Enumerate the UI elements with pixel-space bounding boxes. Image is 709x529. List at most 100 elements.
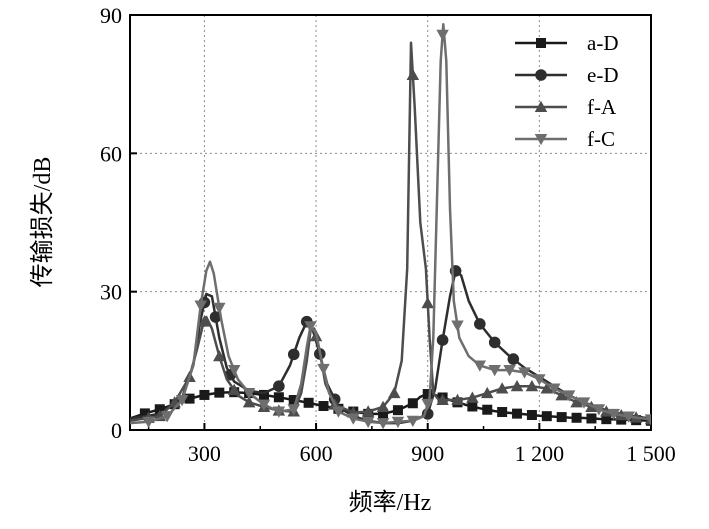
data-point-a-d (392, 405, 403, 416)
data-point-f-c (592, 404, 606, 416)
x-tick-label: 1 200 (515, 441, 565, 466)
data-point-f-a (213, 349, 226, 362)
data-point-a-d (586, 413, 597, 424)
data-point-f-a (387, 386, 401, 399)
data-point-a-d (422, 389, 433, 400)
data-point-a-d (512, 408, 523, 419)
data-point-f-c (577, 397, 591, 409)
data-point-a-d (601, 414, 612, 425)
data-point-f-a (555, 389, 568, 401)
data-point-f-a (242, 396, 256, 408)
data-point-a-d (184, 393, 195, 404)
data-point-f-c (488, 365, 501, 377)
data-point-a-d (407, 398, 418, 409)
legend-label-f-c: f-C (587, 127, 615, 151)
data-point-a-d (378, 408, 389, 419)
data-point-f-a (451, 393, 464, 406)
data-point-e-d (209, 311, 222, 323)
data-point-f-a (376, 400, 390, 412)
data-point-f-c (644, 414, 651, 426)
y-tick-label: 0 (111, 418, 122, 443)
data-point-f-a (495, 382, 509, 394)
data-point-f-c (436, 29, 449, 42)
legend-marker-a-d (536, 38, 546, 48)
data-point-a-d (214, 387, 225, 398)
legend-label-a-d: a-D (587, 31, 618, 55)
data-point-e-d (474, 318, 486, 330)
x-tick-label: 600 (300, 441, 333, 466)
data-point-f-c (533, 374, 546, 386)
data-point-f-c (376, 418, 390, 430)
data-point-f-a (227, 383, 241, 396)
data-point-a-d (139, 408, 150, 419)
series-f-a (130, 41, 651, 425)
data-point-f-c (473, 360, 487, 372)
data-point-a-d (258, 389, 269, 400)
data-point-f-a (421, 296, 434, 309)
data-point-f-c (622, 411, 635, 423)
legend-label-e-d: e-D (587, 63, 618, 87)
data-point-e-d (273, 380, 285, 392)
x-tick-label: 300 (188, 441, 221, 466)
data-point-a-d (199, 389, 210, 400)
data-point-f-c (317, 363, 330, 376)
x-axis-title: 频率/Hz (349, 489, 432, 516)
plot-frame (129, 14, 652, 431)
data-point-f-c (421, 398, 434, 411)
data-point-f-c (607, 408, 621, 421)
data-point-a-d (541, 411, 552, 422)
legend-marker-f-c (534, 134, 548, 146)
data-point-e-d (436, 334, 449, 346)
data-point-a-d (303, 397, 314, 408)
data-point-f-c (242, 388, 256, 400)
data-point-a-d (154, 404, 165, 415)
data-point-f-c (175, 395, 189, 407)
data-point-f-a (466, 391, 479, 403)
data-point-a-d (482, 404, 493, 415)
series-line-f-c (130, 22, 651, 425)
data-point-f-c (194, 300, 207, 312)
data-point-f-c (547, 383, 561, 395)
data-point-a-d (571, 412, 582, 423)
data-point-a-d (467, 401, 478, 412)
legend: a-D e-D f-A f-C (515, 31, 618, 151)
data-point-a-d (288, 395, 299, 406)
series-f-c (130, 22, 651, 430)
data-point-f-a (525, 379, 539, 392)
data-point-a-d (318, 401, 329, 412)
data-point-e-d (287, 348, 300, 361)
legend-label-f-a: f-A (587, 95, 617, 119)
data-point-f-a (406, 68, 420, 80)
data-point-f-c (160, 411, 174, 423)
data-point-f-a (481, 386, 494, 399)
data-point-f-c (332, 406, 345, 418)
legend-marker-e-d (535, 69, 547, 81)
data-point-a-d (497, 407, 508, 418)
legend-marker-f-a (534, 100, 548, 112)
data-point-f-a (510, 379, 524, 392)
data-point-f-c (391, 416, 405, 428)
data-point-f-c (503, 365, 516, 377)
data-point-f-c (347, 413, 360, 425)
series-line-f-a (130, 41, 651, 423)
data-point-f-c (272, 406, 286, 418)
y-tick-label: 60 (100, 141, 122, 166)
data-point-f-a (570, 396, 583, 408)
data-point-f-c (518, 367, 531, 379)
data-point-a-d (556, 412, 567, 423)
data-point-f-c (287, 404, 300, 416)
data-point-f-c (257, 399, 271, 411)
data-point-f-c (451, 320, 464, 332)
data-point-f-c (406, 415, 420, 428)
data-point-a-d (273, 392, 284, 403)
data-point-f-c (361, 416, 375, 428)
x-tick-label: 1 500 (626, 441, 676, 466)
data-point-f-a (540, 382, 554, 394)
data-point-e-d (507, 353, 520, 365)
data-point-f-a (436, 393, 449, 406)
data-point-f-a (198, 315, 211, 327)
data-point-e-d (488, 336, 501, 349)
y-axis-title: 传输损失/dB (29, 157, 56, 288)
